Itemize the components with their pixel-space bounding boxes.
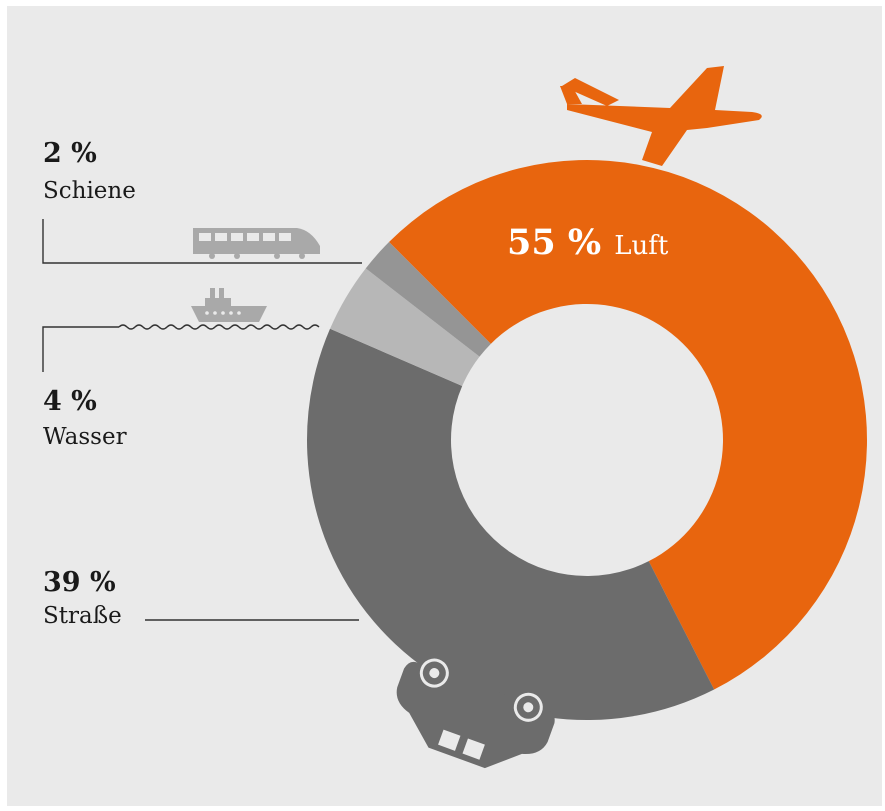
label-luft: 55 % Luft xyxy=(507,222,669,263)
wave-wasser xyxy=(118,324,320,330)
leader-wasser xyxy=(42,326,119,372)
ship-icon xyxy=(191,288,267,322)
label-luft-value: 55 % xyxy=(507,222,601,263)
slice-luft xyxy=(389,159,868,690)
slice-schiene xyxy=(365,242,491,357)
leader-schiene xyxy=(42,219,362,264)
label-schiene-name: Schiene xyxy=(43,178,136,204)
label-strasse-value: 39 % xyxy=(43,567,116,598)
donut-chart: 2 % Schiene 4 % Wasser 39 % Straße 55 % … xyxy=(42,66,868,769)
label-schiene-value: 2 % xyxy=(43,138,97,169)
label-strasse-name: Straße xyxy=(43,603,122,629)
donut-slices xyxy=(306,159,868,720)
slice-strasse xyxy=(306,328,715,720)
label-wasser-name: Wasser xyxy=(43,424,127,450)
label-wasser-value: 4 % xyxy=(43,386,97,417)
airplane-icon xyxy=(560,66,762,166)
train-icon xyxy=(193,228,320,259)
car-icon xyxy=(396,658,555,769)
label-luft-name: Luft xyxy=(614,231,669,261)
slice-wasser xyxy=(330,268,480,386)
chart-canvas: 2 % Schiene 4 % Wasser 39 % Straße 55 % … xyxy=(7,6,882,806)
